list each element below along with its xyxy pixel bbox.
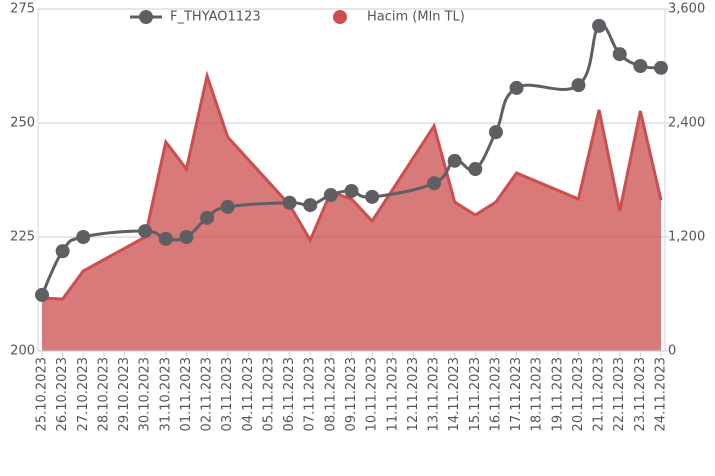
x-tick-label: 28.10.2023: [96, 357, 111, 431]
point: [220, 199, 235, 214]
x-tick-label: 17.11.2023: [509, 357, 524, 431]
legend-label: Hacim (Mln TL): [367, 10, 465, 25]
legend-label: F_THYAO1123: [170, 10, 261, 25]
point: [303, 198, 318, 213]
point: [55, 244, 70, 259]
point: [427, 176, 442, 191]
x-tick-label: 22.11.2023: [612, 357, 627, 431]
point: [323, 188, 338, 203]
legend-symbol: [139, 10, 153, 24]
x-tick-label: 05.11.2023: [261, 357, 276, 431]
x-tick-label: 09.11.2023: [344, 357, 359, 431]
x-tick-label: 29.10.2023: [117, 357, 132, 431]
point: [447, 153, 462, 168]
area: [42, 75, 661, 351]
y-tick-label: 200: [10, 344, 35, 359]
y-tick-label: 275: [10, 2, 35, 17]
point: [654, 60, 668, 75]
point: [633, 59, 648, 73]
x-tick-label: 27.10.2023: [76, 357, 91, 431]
x-tick-label: 23.11.2023: [633, 357, 648, 431]
point: [344, 183, 359, 198]
y2-tick-label: 0: [668, 344, 676, 359]
point: [76, 230, 91, 244]
x-tick-label: 07.11.2023: [303, 357, 318, 431]
x-tick-label: 02.11.2023: [200, 357, 215, 431]
x-tick-label: 03.11.2023: [220, 357, 235, 431]
legend-symbol: [333, 10, 347, 24]
x-tick-label: 31.10.2023: [158, 357, 173, 431]
x-tick-label: 06.11.2023: [282, 357, 297, 431]
x-tick-label: 08.11.2023: [323, 357, 338, 431]
y-tick-label: 225: [10, 230, 35, 245]
y2-tick-label: 1,200: [668, 230, 705, 245]
point: [571, 78, 586, 93]
x-tick-label: 26.10.2023: [55, 357, 70, 431]
x-tick-label: 19.11.2023: [550, 357, 565, 431]
y2-tick-label: 3,600: [668, 2, 705, 17]
x-tick-label: 25.10.2023: [35, 357, 50, 431]
x-tick-label: 04.11.2023: [241, 357, 256, 431]
x-tick-label: 21.11.2023: [592, 357, 607, 431]
y-tick-label: 250: [10, 116, 35, 131]
y2-tick-label: 2,400: [668, 116, 705, 131]
x-tick-label: 12.11.2023: [406, 357, 421, 431]
x-tick-label: 20.11.2023: [571, 357, 586, 431]
x-tick-label: 15.11.2023: [468, 357, 483, 431]
x-tick-label: 13.11.2023: [427, 357, 442, 431]
point: [138, 224, 153, 239]
x-tick-label: 16.11.2023: [488, 357, 503, 431]
point: [592, 18, 607, 33]
point: [158, 231, 173, 246]
point: [488, 125, 503, 140]
x-tick-label: 24.11.2023: [654, 357, 669, 431]
x-tick-label: 14.11.2023: [447, 357, 462, 431]
x-tick-label: 10.11.2023: [365, 357, 380, 431]
point: [612, 47, 627, 62]
x-tick-label: 30.10.2023: [138, 357, 153, 431]
x-tick-label: 11.11.2023: [385, 357, 400, 431]
point: [35, 287, 49, 302]
point: [509, 80, 524, 95]
x-tick-label: 18.11.2023: [530, 357, 545, 431]
x-tick-label: 01.11.2023: [179, 357, 194, 431]
point: [200, 210, 215, 225]
point: [365, 189, 380, 204]
point: [179, 230, 194, 244]
point: [282, 195, 297, 210]
area-line: [41, 70, 663, 301]
point: [468, 162, 483, 177]
